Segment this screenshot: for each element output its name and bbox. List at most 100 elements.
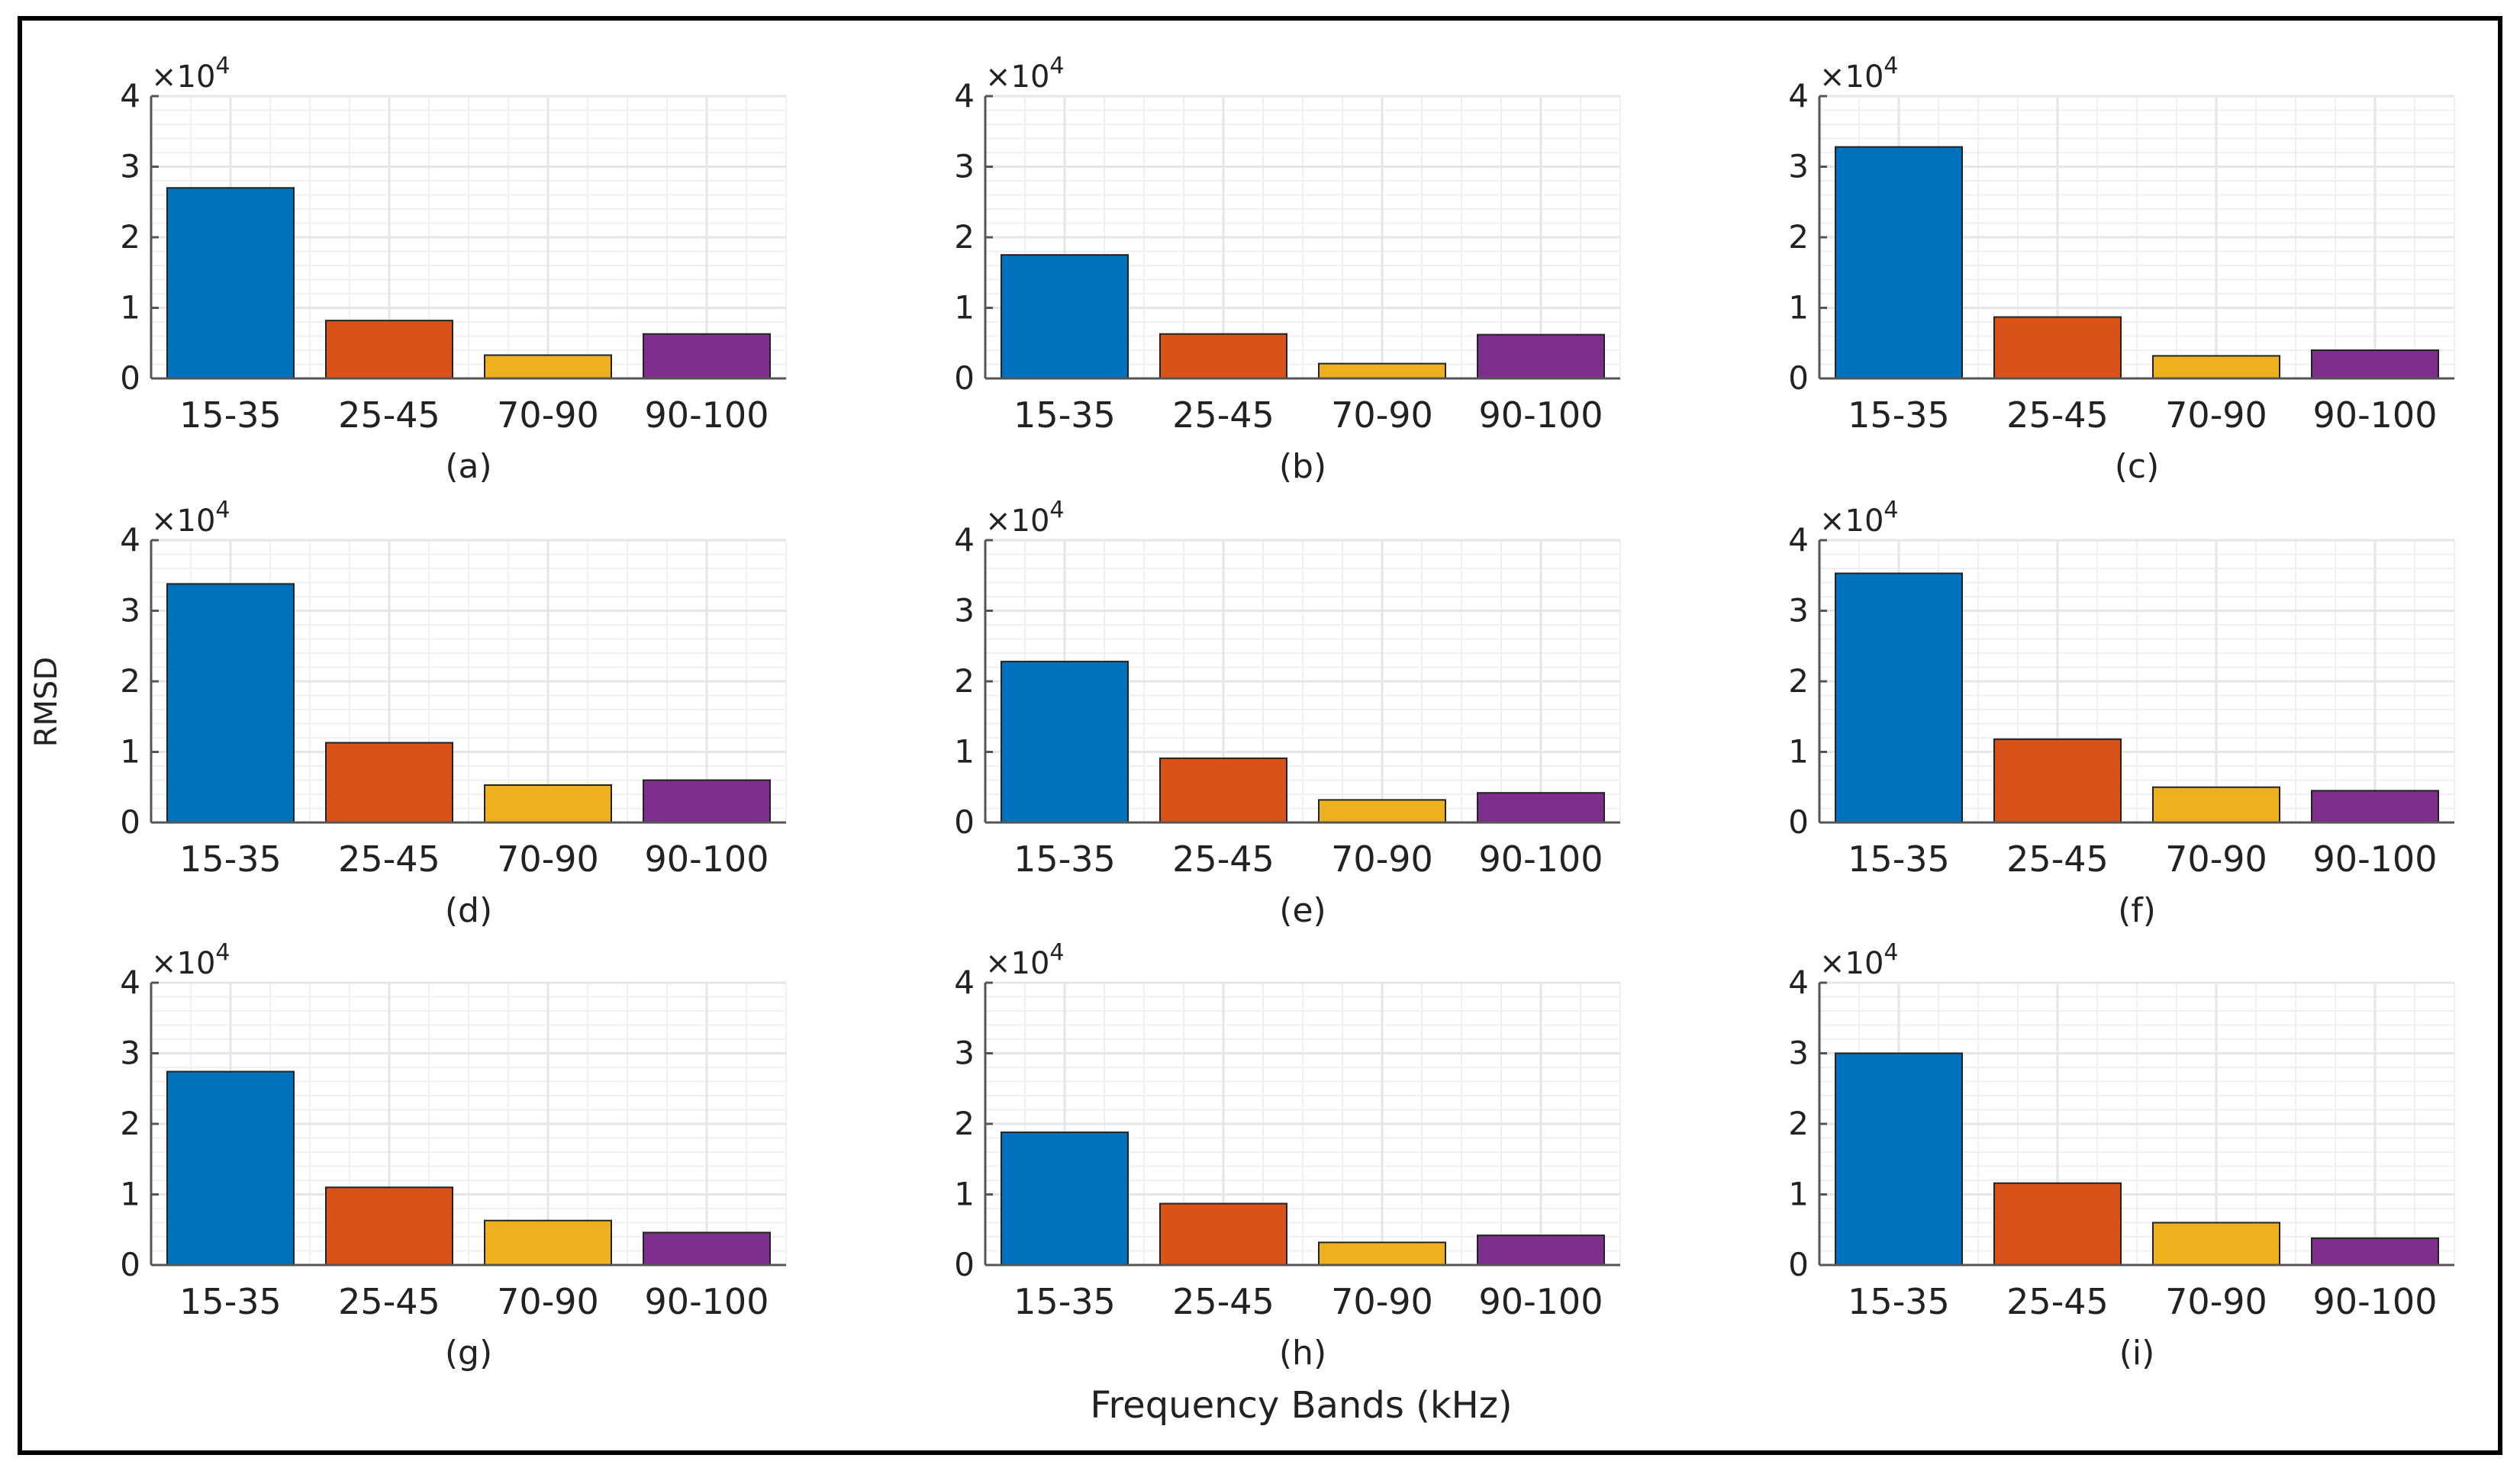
x-tick-label: 70-90	[497, 839, 599, 880]
y-tick-label: 2	[120, 662, 140, 700]
chart-panel: 0 1 2 3 4 ×104 15-35 25-45 70-90 90-100 (i)	[1788, 939, 2455, 1373]
y-exponent-label: ×104	[151, 939, 230, 981]
x-tick-label: 90-100	[1479, 839, 1603, 880]
y-axis-label: RMSD	[29, 657, 64, 748]
x-tick-label: 70-90	[1331, 1281, 1433, 1322]
y-tick-label: 3	[1788, 1035, 1809, 1072]
bar-70-90	[2152, 786, 2280, 823]
y-tick-label: 1	[1788, 733, 1809, 771]
x-tick-label: 70-90	[1331, 394, 1433, 436]
x-tick-label: 90-100	[645, 394, 769, 436]
chart-panel: 0 1 2 3 4 ×104 15-35 25-45 70-90 90-100 (d)	[120, 497, 787, 930]
x-tick-label: 25-45	[1172, 1281, 1275, 1322]
bar-70-90	[1318, 1241, 1446, 1267]
bar-90-100	[643, 779, 771, 823]
x-tick-label: 15-35	[179, 394, 282, 436]
x-tick-label: 70-90	[2165, 1281, 2267, 1322]
chart-panel: 0 1 2 3 4 ×104 15-35 25-45 70-90 90-100 (a)	[120, 53, 787, 486]
bar-25-45	[1993, 1182, 2122, 1266]
x-tick-label: 70-90	[497, 1281, 599, 1322]
x-tick-label: 15-35	[1848, 1281, 1950, 1322]
chart-panel: 0 1 2 3 4 ×104 15-35 25-45 70-90 90-100 (g)	[120, 939, 787, 1373]
y-exponent-label: ×104	[151, 497, 230, 539]
x-tick-label: 25-45	[338, 839, 440, 880]
bar-25-45	[1159, 333, 1287, 380]
x-tick-label: 25-45	[1172, 839, 1275, 880]
y-tick-label: 2	[1788, 662, 1809, 700]
chart-panel: 0 1 2 3 4 ×104 15-35 25-45 70-90 90-100 (f)	[1788, 497, 2455, 930]
y-tick-label: 4	[1788, 964, 1809, 1001]
chart-panel: 0 1 2 3 4 ×104 15-35 25-45 70-90 90-100 (c)	[1788, 53, 2455, 486]
y-exponent-label: ×104	[985, 939, 1065, 981]
y-tick-label: 3	[120, 592, 140, 629]
x-tick-label: 25-45	[2006, 394, 2109, 436]
panel-caption: (a)	[445, 447, 491, 486]
bar-70-90	[1318, 799, 1446, 824]
y-tick-label: 4	[954, 964, 975, 1001]
y-tick-label: 3	[1788, 592, 1809, 629]
y-tick-label: 4	[120, 521, 140, 558]
bar-90-100	[643, 333, 771, 380]
x-tick-label: 90-100	[1479, 394, 1603, 436]
bar-15-35	[1835, 572, 1963, 823]
panel-caption: (i)	[2119, 1334, 2155, 1373]
y-tick-label: 2	[1788, 218, 1809, 256]
x-tick-label: 15-35	[1013, 839, 1116, 880]
y-exponent-label: ×104	[1819, 497, 1899, 539]
y-tick-label: 0	[1788, 1246, 1809, 1283]
y-tick-label: 0	[954, 359, 975, 397]
chart-panel: 0 1 2 3 4 ×104 15-35 25-45 70-90 90-100 (b)	[954, 53, 1621, 486]
y-tick-label: 1	[954, 1176, 975, 1213]
y-tick-label: 1	[954, 733, 975, 771]
y-tick-label: 0	[120, 1246, 140, 1283]
x-tick-label: 70-90	[497, 394, 599, 436]
y-tick-label: 2	[954, 218, 975, 256]
x-tick-label: 15-35	[1848, 394, 1950, 436]
y-tick-label: 4	[954, 521, 975, 558]
panel-caption: (c)	[2115, 447, 2160, 486]
x-tick-label: 15-35	[1013, 1281, 1116, 1322]
y-tick-label: 1	[1788, 289, 1809, 327]
y-tick-label: 1	[120, 289, 140, 327]
y-tick-label: 1	[120, 733, 140, 771]
x-tick-label: 90-100	[1479, 1281, 1603, 1322]
x-tick-label: 70-90	[1331, 839, 1433, 880]
y-tick-label: 1	[954, 289, 975, 327]
x-tick-label: 15-35	[179, 1281, 282, 1322]
y-tick-label: 2	[954, 662, 975, 700]
y-tick-label: 0	[954, 1246, 975, 1283]
bar-25-45	[1993, 316, 2122, 379]
bar-25-45	[1993, 738, 2122, 823]
y-tick-label: 4	[120, 77, 140, 114]
x-tick-label: 15-35	[1848, 839, 1950, 880]
x-tick-label: 90-100	[645, 1281, 769, 1322]
bar-15-35	[1835, 1052, 1963, 1266]
y-tick-label: 4	[954, 77, 975, 114]
x-tick-label: 90-100	[2313, 394, 2438, 436]
y-exponent-label: ×104	[1819, 939, 1899, 981]
x-tick-label: 90-100	[2313, 839, 2438, 880]
x-tick-label: 25-45	[1172, 394, 1275, 436]
x-tick-label: 25-45	[338, 1281, 440, 1322]
y-tick-label: 3	[1788, 148, 1809, 185]
y-tick-label: 3	[954, 592, 975, 629]
x-tick-label: 25-45	[2006, 1281, 2109, 1322]
bar-70-90	[2152, 355, 2280, 379]
bar-90-100	[2311, 790, 2439, 823]
bar-25-45	[325, 1186, 453, 1266]
panel-caption: (e)	[1279, 891, 1326, 930]
bar-25-45	[1159, 1202, 1287, 1267]
bar-70-90	[2152, 1222, 2280, 1266]
y-tick-label: 3	[954, 148, 975, 185]
y-tick-label: 0	[120, 359, 140, 397]
y-tick-label: 4	[1788, 521, 1809, 558]
bar-15-35	[1835, 146, 1963, 379]
y-tick-label: 1	[120, 1176, 140, 1213]
bar-90-100	[643, 1231, 771, 1266]
x-tick-label: 25-45	[338, 394, 440, 436]
bar-25-45	[325, 320, 453, 379]
figure-frame	[18, 16, 2502, 1455]
y-exponent-label: ×104	[151, 53, 230, 95]
y-tick-label: 2	[120, 218, 140, 256]
